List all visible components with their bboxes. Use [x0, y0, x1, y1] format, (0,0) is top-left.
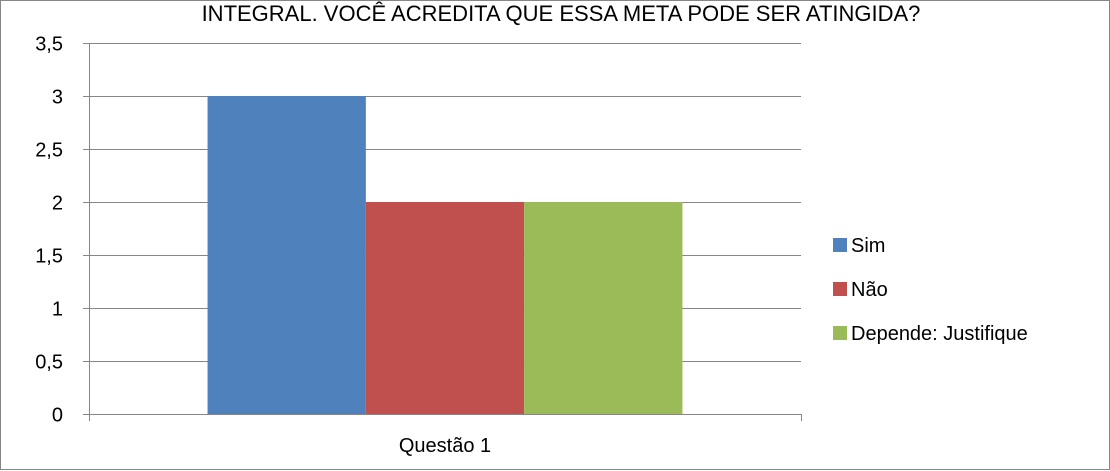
- legend-swatch: [833, 282, 847, 296]
- legend-label: Depende: Justifique: [851, 323, 1028, 345]
- legend-swatch: [833, 326, 847, 340]
- legend-swatch: [833, 238, 847, 252]
- y-tick-label: 1,5: [35, 246, 63, 268]
- y-tick-label: 0,5: [35, 352, 63, 374]
- x-category-label: Questão 1: [399, 435, 491, 457]
- bar-n-o: [365, 202, 525, 414]
- x-axis-category-labels: Questão 1: [399, 435, 491, 457]
- legend: Sim Não Depende: Justifique: [833, 235, 1028, 345]
- bars: [207, 96, 683, 414]
- bar-sim: [207, 96, 366, 414]
- legend-label: Sim: [851, 235, 885, 257]
- y-tick-label: 3: [52, 87, 63, 109]
- axes: [83, 43, 802, 421]
- bar-depende-justifique: [524, 202, 683, 414]
- chart-title: INTEGRAL. VOCÊ ACREDITA QUE ESSA META PO…: [202, 1, 921, 26]
- y-axis-tick-labels: 0 0,5 1 1,5 2 2,5 3 3,5: [35, 34, 63, 427]
- y-tick-label: 0: [52, 405, 63, 427]
- y-tick-label: 2: [52, 193, 63, 215]
- y-tick-label: 2,5: [35, 140, 63, 162]
- y-tick-label: 3,5: [35, 34, 63, 56]
- legend-label: Não: [851, 279, 888, 301]
- y-tick-label: 1: [52, 299, 63, 321]
